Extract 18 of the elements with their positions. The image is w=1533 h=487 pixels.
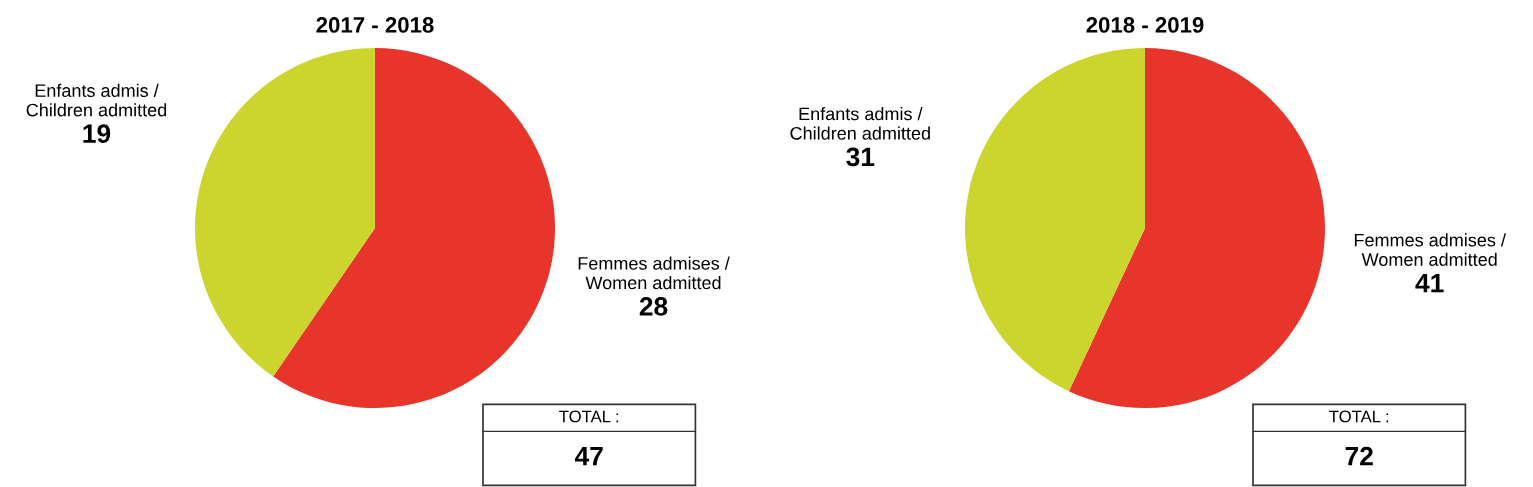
data-label: 28 [639, 297, 668, 316]
data-label: 19 [83, 124, 111, 143]
slice-label: Femmes admises / Women admitted [578, 256, 730, 290]
text: TOTAL : [1329, 410, 1389, 423]
pie-slice [195, 48, 375, 377]
pie-slice [1068, 48, 1325, 408]
pie-slice [965, 48, 1145, 392]
data-label: 31 [846, 147, 875, 167]
data-label: 41 [1415, 274, 1444, 293]
text: TOTAL : [559, 410, 619, 423]
text: 47 [574, 447, 603, 466]
slice-label: Enfants admis / Children admitted [790, 107, 930, 140]
pie-slice [273, 48, 555, 408]
chart-title: 2017 - 2018 [316, 17, 434, 33]
slice-label: Femmes admises / Women admitted [1354, 233, 1506, 266]
chart-title: 2018 - 2019 [1086, 17, 1204, 33]
slice-label: Enfants admis / Children admitted [26, 83, 167, 117]
text: 72 [1345, 446, 1373, 466]
